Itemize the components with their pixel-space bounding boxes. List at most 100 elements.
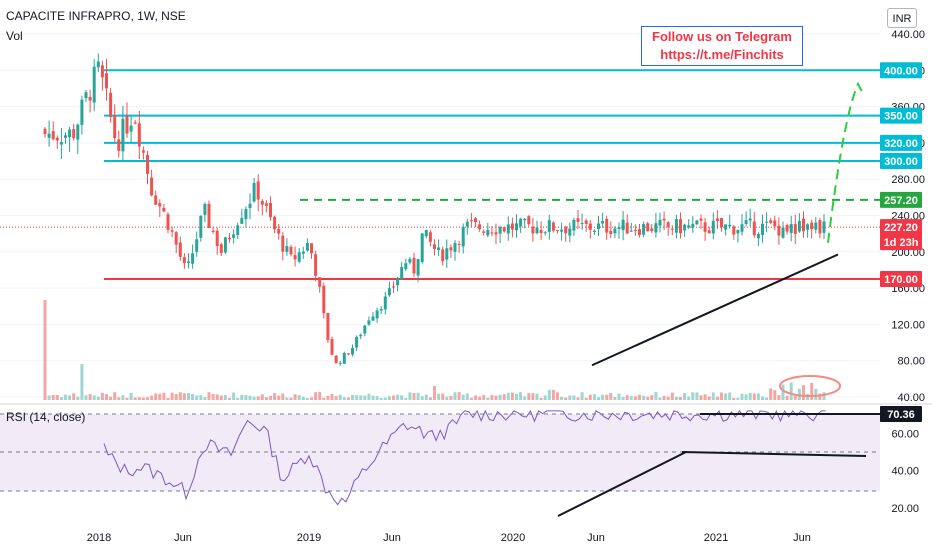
candle-body xyxy=(703,222,707,232)
volume-bar xyxy=(51,395,55,400)
volume-bar xyxy=(232,392,236,400)
volume-bar xyxy=(457,392,461,400)
volume-bar xyxy=(47,395,51,400)
candle-body xyxy=(720,218,723,227)
volume-bar xyxy=(105,394,108,400)
candle-body xyxy=(379,309,383,311)
candle-body xyxy=(572,219,576,231)
volume-bar xyxy=(806,394,810,400)
volume-bar xyxy=(617,393,621,400)
volume-bar xyxy=(666,396,670,400)
candle-body xyxy=(609,230,613,235)
chart-title: CAPACITE INFRAPRO, 1W, NSE xyxy=(6,9,186,23)
volume-bar xyxy=(264,397,268,400)
candle-body xyxy=(244,209,248,220)
rsi-axis-tick: 60.00 xyxy=(891,428,919,440)
currency-button[interactable]: INR xyxy=(887,8,917,28)
candle-body xyxy=(269,203,272,218)
volume-bar xyxy=(187,393,190,400)
volume-bar xyxy=(137,397,141,400)
volume-bar xyxy=(572,395,576,400)
volume-bar xyxy=(613,396,617,400)
volume-bar xyxy=(43,300,47,400)
volume-bar xyxy=(810,382,814,400)
price-tag-label: 1d 23h xyxy=(884,237,919,249)
volume-bar xyxy=(117,397,121,400)
volume-bar xyxy=(560,396,564,400)
price-axis-tick: 120.00 xyxy=(891,319,925,331)
candle-body xyxy=(592,230,596,232)
candle-body xyxy=(576,218,580,222)
volume-bar xyxy=(642,395,646,400)
candle-body xyxy=(551,222,555,231)
candle-body xyxy=(523,218,527,221)
volume-bar xyxy=(474,395,477,400)
candle-body xyxy=(461,226,465,247)
volume-bar xyxy=(535,393,539,400)
price-tag xyxy=(880,219,922,236)
candle-body xyxy=(625,222,629,234)
volume-bar xyxy=(416,392,420,400)
volume-bar xyxy=(314,392,318,400)
price-tag xyxy=(880,134,922,151)
price-axis-tick: 40.00 xyxy=(897,392,925,404)
volume-bar xyxy=(609,393,613,400)
volume-bar xyxy=(785,395,789,400)
candle-body xyxy=(396,278,400,286)
volume-bar xyxy=(141,397,145,400)
volume-bar xyxy=(707,396,711,400)
volume-bar xyxy=(76,396,80,400)
volume-bar xyxy=(556,392,559,400)
volume-bar xyxy=(674,396,678,400)
volume-bar xyxy=(375,396,379,400)
volume-bar xyxy=(289,397,293,400)
candle-body xyxy=(252,182,256,202)
volume-bar xyxy=(527,393,531,400)
candle-body xyxy=(752,221,756,236)
candle-body xyxy=(580,223,584,225)
candle-body xyxy=(342,352,346,364)
candle-body xyxy=(691,223,695,228)
volume-bar xyxy=(494,395,498,400)
volume-bar xyxy=(322,397,326,400)
volume-bar xyxy=(695,392,699,400)
time-axis-tick: Jun xyxy=(587,532,605,544)
volume-bar xyxy=(592,394,596,400)
volume-bar xyxy=(506,392,510,400)
price-tag xyxy=(880,234,922,251)
volume-bar xyxy=(334,396,338,400)
volume-bar xyxy=(59,397,63,400)
candle-body xyxy=(707,230,711,234)
volume-bar xyxy=(342,397,346,400)
candle-body xyxy=(228,238,231,240)
volume-bar xyxy=(519,392,523,400)
volume-bar xyxy=(351,394,354,400)
volume-bar xyxy=(404,397,408,400)
candle-body xyxy=(748,218,752,221)
candle-body xyxy=(88,96,92,101)
volume-bar xyxy=(109,396,113,400)
candle-body xyxy=(215,230,219,247)
volume-bar xyxy=(687,396,691,400)
candle-body xyxy=(797,220,801,232)
time-axis-tick: Jun xyxy=(793,532,811,544)
volume-bar xyxy=(531,393,535,400)
candle-body xyxy=(568,228,572,236)
candle-body xyxy=(383,296,387,310)
volume-bar xyxy=(523,396,527,400)
volume-bar xyxy=(777,395,781,400)
volume-bar xyxy=(383,397,387,400)
candle-body xyxy=(531,226,535,234)
rsi-value-tag-label: 70.36 xyxy=(887,409,915,421)
candle-body xyxy=(375,310,379,319)
candle-body xyxy=(715,218,719,222)
volume-bar xyxy=(543,395,547,400)
volume-bar xyxy=(195,395,199,400)
volume-bar xyxy=(387,396,391,400)
volume-bar xyxy=(199,395,203,400)
volume-bar xyxy=(683,393,687,400)
candle-body xyxy=(310,243,313,254)
candle-body xyxy=(736,229,740,234)
candle-body xyxy=(670,228,674,230)
